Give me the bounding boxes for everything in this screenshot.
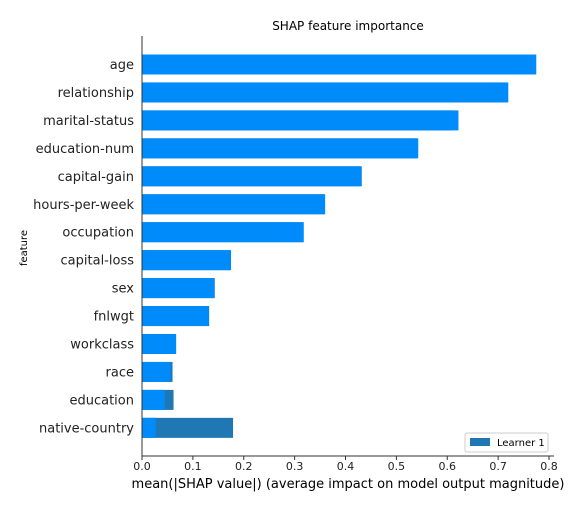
bar-front-native-country	[142, 417, 156, 438]
legend-box	[464, 432, 549, 453]
x-tick-label-0.8: 0.8	[540, 460, 558, 473]
bars-layer	[142, 54, 537, 438]
category-label-capital-loss: capital-loss	[61, 254, 135, 269]
x-tick-label-0.3: 0.3	[286, 460, 304, 473]
bar-learner-1-native-country	[142, 417, 234, 438]
x-axis-label: mean(|SHAP value|) (average impact on mo…	[132, 477, 565, 492]
bar-front-relationship	[142, 82, 509, 103]
bar-front-workclass	[142, 334, 177, 354]
x-tick-label-0.2: 0.2	[235, 460, 253, 473]
bar-front-capital-loss	[142, 250, 232, 271]
category-label-native-country: native-country	[39, 421, 134, 436]
bar-front-education	[142, 389, 165, 410]
category-label-sex: sex	[112, 282, 135, 297]
x-tick-label-0.4: 0.4	[337, 460, 355, 473]
bar-front-capital-gain	[142, 166, 362, 187]
category-label-education: education	[69, 393, 134, 408]
category-label-fnlwgt: fnlwgt	[94, 310, 134, 325]
x-tick-label-0.1: 0.1	[184, 460, 202, 473]
category-label-race: race	[106, 365, 134, 380]
y-axis-label: feature	[19, 230, 30, 266]
bar-front-education-num	[142, 138, 419, 159]
bar-front-marital-status	[142, 110, 459, 131]
category-label-education-num: education-num	[36, 142, 134, 157]
category-label-age: age	[110, 58, 134, 73]
category-label-marital-status: marital-status	[43, 114, 134, 129]
category-label-occupation: occupation	[62, 226, 134, 241]
legend-label-learner-1: Learner 1	[497, 438, 545, 449]
x-tick-label-0.6: 0.6	[439, 460, 457, 473]
legend: Learner 1	[464, 432, 549, 453]
x-ticks: 0.0 0.1 0.2 0.3 0.4 0.5 0.6 0.7 0.8	[133, 456, 558, 473]
bar-front-fnlwgt	[142, 306, 209, 327]
legend-swatch-learner-1	[470, 438, 490, 446]
bar-front-occupation	[142, 222, 304, 243]
bar-front-sex	[142, 278, 215, 299]
x-tick-label-0.0: 0.0	[133, 460, 151, 473]
category-label-relationship: relationship	[58, 86, 134, 101]
category-label-capital-gain: capital-gain	[58, 170, 134, 185]
category-label-hours-per-week: hours-per-week	[33, 198, 134, 213]
category-label-workclass: workclass	[70, 338, 134, 353]
chart-title: SHAP feature importance	[272, 19, 424, 33]
x-tick-label-0.5: 0.5	[388, 460, 406, 473]
bar-front-race	[142, 361, 171, 382]
x-tick-label-0.7: 0.7	[489, 460, 507, 473]
bar-front-age	[142, 54, 537, 75]
category-labels: age relationship marital-status education-n…	[33, 58, 134, 436]
bar-front-hours-per-week	[142, 194, 326, 215]
